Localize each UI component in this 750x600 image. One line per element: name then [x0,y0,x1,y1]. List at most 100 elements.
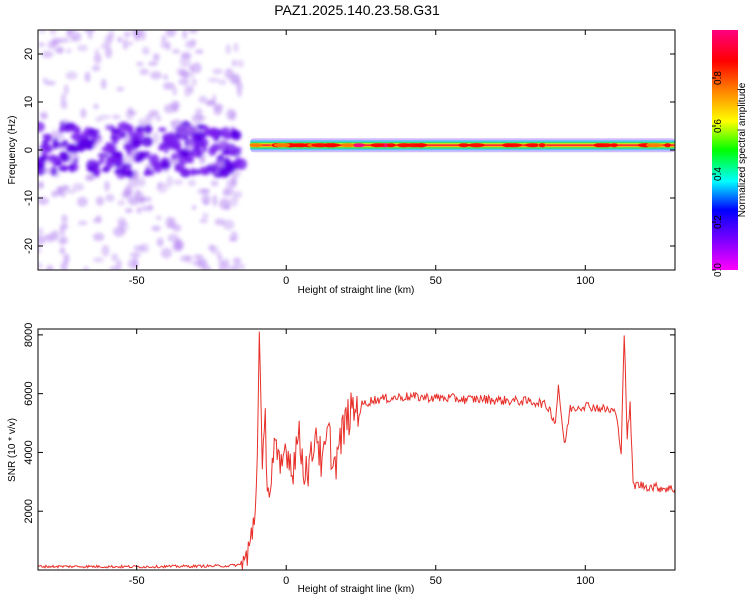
spectrogram-noise-blob [233,42,239,53]
spectrogram-noise-blob [58,127,65,133]
spectrogram-noise-blob [201,188,211,194]
spectrogram-noise-blob [38,162,44,169]
spectrogram-noise-blob [55,161,63,166]
spectrogram-noise-blob [73,158,78,164]
colorbar-tick-label: 0.8 [713,71,724,85]
spectrogram-signal-peak [664,143,671,148]
spectrogram-noise-blob [138,177,146,188]
spectrogram-noise-blob [117,36,123,43]
spectrogram-noise-blob [93,257,104,263]
spectrogram-noise-blob [166,132,177,144]
spectrogram-signal-peak [645,143,663,148]
snr-ytick-label: 4000 [23,440,35,464]
spectrogram-noise-blob [125,143,132,155]
spectrogram-noise-region [38,30,247,270]
spectrogram-noise-blob [108,30,115,41]
spectrogram-noise-blob [131,30,143,37]
spectrogram-noise-blob [213,103,224,111]
spectrogram-noise-blob [144,114,154,121]
snr-ytick-label: 6000 [23,381,35,405]
spectrogram-ylabel: Frequency (Hz) [7,116,18,185]
colorbar-tick-label: 0.0 [713,263,724,277]
spectrogram-noise-blob [131,138,142,148]
spectrogram-noise-blob [87,31,93,40]
spectrogram-signal-peak [593,143,605,148]
spectrogram-noise-blob [57,167,68,171]
spectrogram-noise-blob [141,205,154,212]
spectrogram-signal-peak [610,143,618,148]
spectrogram-noise-blob [152,132,160,145]
spectrogram-noise-blob [228,145,234,151]
spectrogram-signal-peak [468,143,485,148]
spectrogram-noise-blob [190,167,195,177]
spectrogram-signal-peak [458,143,470,148]
colorbar-ticks: 0.0 0.2 0.4 0.6 0.8 [712,71,724,277]
spectrogram-noise-blob [123,31,131,38]
spectrogram-noise-blob [184,85,191,97]
spectrogram-xtick-label: 50 [430,275,442,287]
spectrogram-noise-blob [59,226,66,237]
spectrogram-ytick-label: 10 [23,96,35,108]
spectrogram-noise-blob [224,157,231,169]
spectrogram-frame [37,29,676,271]
spectrogram-noise-blob [179,69,189,79]
spectrogram-noise-blob [117,216,126,228]
spectrogram-noise-blob [66,30,77,34]
spectrogram-noise-blob [43,160,53,165]
spectrogram-noise-blob [89,133,97,139]
spectrogram-noise-blob [77,44,88,52]
spectrogram-signal-peak [525,143,541,148]
spectrogram-noise-blob [134,188,141,199]
spectrogram-noise-blob [128,40,134,46]
spectrogram-noise-blob [177,124,190,137]
spectrogram-noise-blob [207,77,220,83]
spectrogram-noise-blob [224,204,231,211]
spectrogram-noise-blob [226,179,236,188]
spectrogram-noise-blob [133,129,145,140]
spectrogram-noise-blob [39,111,48,117]
spectrogram-noise-blob [155,115,162,121]
spectrogram-noise-blob [201,194,211,206]
spectrogram-noise-blob [222,258,230,267]
spectrogram-noise-blob [210,168,216,174]
spectrogram-noise-blob [127,110,137,116]
spectrogram-noise-blob [181,149,190,159]
spectrogram-noise-blob [194,131,207,141]
snr-ticks: -50 0 50 100 2000 4000 6000 8000 [23,323,675,587]
spectrogram-noise-blob [148,61,158,66]
spectrogram-noise-blob [38,262,43,269]
chart-title: PAZ1.2025.140.23.58.G31 [274,2,440,18]
spectrogram-noise-blob [143,171,148,177]
spectrogram-noise-blob [70,132,82,141]
spectrogram-noise-blob [185,40,196,49]
spectrogram-noise-blob [191,77,198,87]
spectrogram-noise-blob [101,244,110,257]
spectrogram-signal-peak [249,143,263,148]
spectrogram-noise-blob [165,216,174,229]
spectrogram-noise-blob [63,84,69,96]
spectrogram-noise-blob [38,245,42,255]
spectrogram-noise-blob [199,166,208,175]
snr-xtick-label: 0 [283,575,289,587]
spectrogram-noise-blob [83,127,92,137]
spectrogram-ytick-label: -20 [23,238,35,254]
spectrogram-noise-blob [230,160,242,165]
spectrogram-noise-blob [58,236,65,246]
spectrogram-noise-blob [49,30,57,36]
spectrogram-noise-blob [228,237,237,242]
spectrogram-noise-blob [163,74,168,81]
spectrogram-noise-blob [87,129,100,134]
spectrogram-noise-blob [38,125,44,133]
spectrogram-noise-blob [65,71,78,80]
spectrogram-noise-blob [136,207,142,214]
spectrogram-signal-peak [386,143,396,148]
spectrogram-noise-blob [80,108,87,119]
spectrogram-noise-blob [151,225,161,232]
spectrogram-noise-blob [139,68,150,76]
spectrogram-noise-blob [59,151,67,160]
spectrogram-noise-blob [191,148,203,158]
spectrogram-noise-blob [127,195,140,206]
spectrogram-noise-blob [57,144,68,150]
spectrogram-noise-blob [165,30,177,37]
spectrogram-noise-blob [216,251,222,260]
